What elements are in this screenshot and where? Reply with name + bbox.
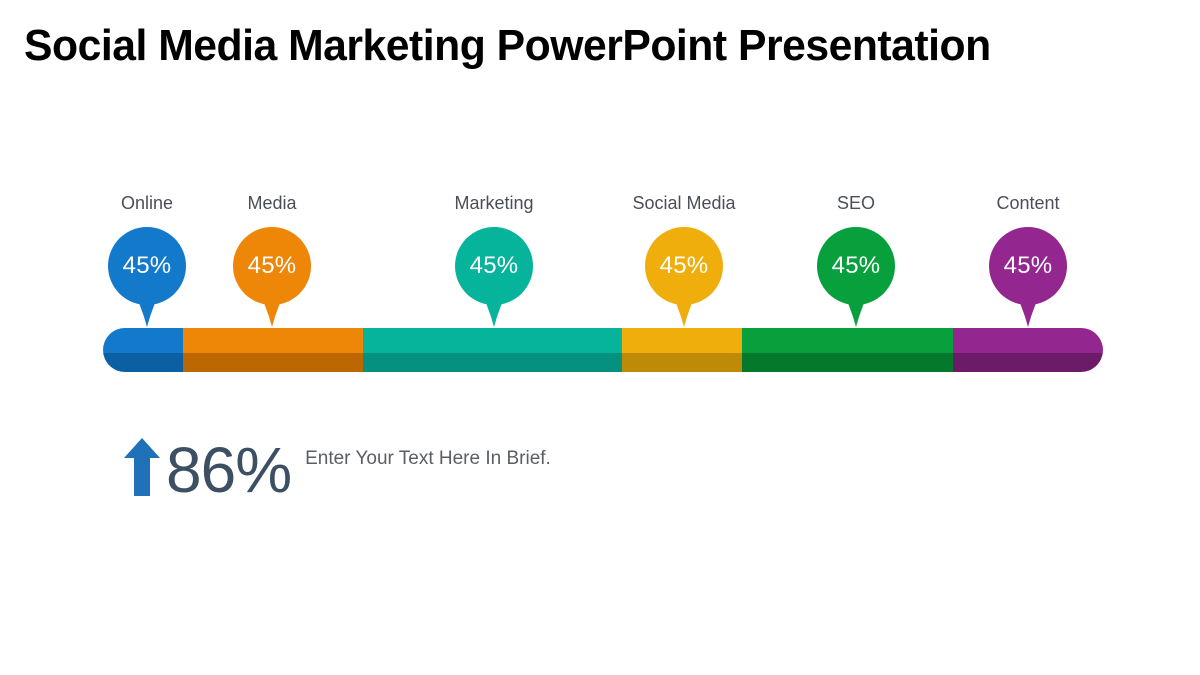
map-pin-icon-content[interactable]: 45% [989,227,1067,327]
map-pin-icon-seo[interactable]: 45% [817,227,895,327]
pin-label-online: Online [120,193,174,213]
pin-tail-marketing [481,289,507,327]
bar-segment-media-top [183,328,363,353]
pin-tail-social-media [671,289,697,327]
bar-segment-online[interactable] [103,328,183,372]
map-pin-icon-social-media[interactable]: 45% [645,227,723,327]
map-pin-icon-media[interactable]: 45% [233,227,311,327]
pin-label-seo: SEO [836,193,876,213]
bar-segment-content-top [953,328,1103,353]
bar-segment-media[interactable] [183,328,363,372]
pin-tail-online [134,289,160,327]
bar-segment-media-bottom [183,352,363,372]
stat-value: 86% [166,434,292,506]
bar-segment-seo-bottom [742,352,953,372]
pin-label-content: Content [996,193,1060,213]
pin-tail-seo [843,289,869,327]
map-pin-icon-online[interactable]: 45% [108,227,186,327]
pin-label-media: Media [247,193,297,213]
pin-value-social-media: 45% [659,252,709,279]
arrow-up-icon [124,438,160,496]
bar-segment-content-bottom [953,352,1103,372]
bar-segment-social-media[interactable] [622,328,742,372]
bar-segment-marketing-bottom [363,352,622,372]
bar-segment-online-top [103,328,183,353]
bar-segment-content[interactable] [953,328,1103,372]
pin-value-content: 45% [1003,252,1053,279]
bar-segment-marketing-top [363,328,622,353]
pin-tail-content [1015,289,1041,327]
bar-segment-marketing[interactable] [363,328,622,372]
page-title: Social Media Marketing PowerPoint Presen… [24,21,991,70]
pin-value-marketing: 45% [469,252,519,279]
pin-tail-media [259,289,285,327]
bar-segment-seo-top [742,328,953,353]
pin-value-online: 45% [122,252,172,279]
footer-stat: 86% Enter Your Text Here In Brief. [122,432,551,504]
pin-label-social-media: Social Media [632,193,736,213]
pin-value-media: 45% [247,252,297,279]
progress-bar[interactable] [103,328,1103,372]
bar-segment-social-media-bottom [622,352,742,372]
stat-description: Enter Your Text Here In Brief. [305,448,551,469]
bar-segment-online-bottom [103,352,183,372]
pin-value-seo: 45% [831,252,881,279]
map-pin-icon-marketing[interactable]: 45% [455,227,533,327]
pin-label-marketing: Marketing [454,193,534,213]
bar-segment-seo[interactable] [742,328,953,372]
bar-segment-social-media-top [622,328,742,353]
